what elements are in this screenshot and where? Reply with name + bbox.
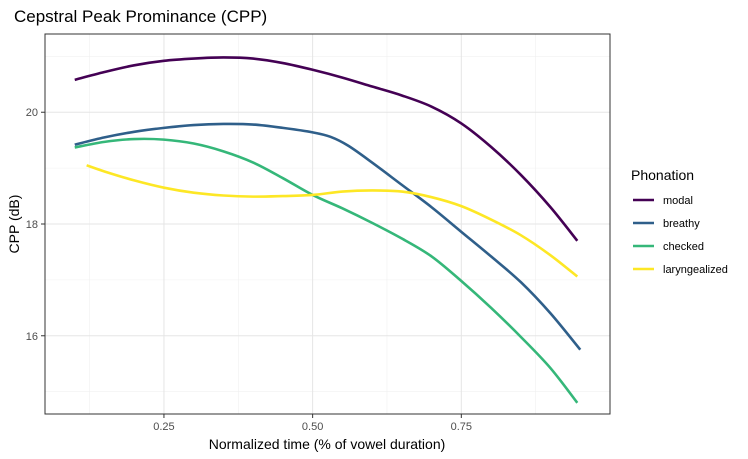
y-tick-label: 20 xyxy=(26,107,38,119)
x-tick-label: 0.50 xyxy=(302,421,323,433)
legend-label-checked: checked xyxy=(663,241,704,253)
legend-label-breathy: breathy xyxy=(663,218,700,230)
x-tick-label: 0.75 xyxy=(451,421,472,433)
series-line-breathy xyxy=(74,122,582,351)
legend-title: Phonation xyxy=(631,167,694,183)
series-line-modal xyxy=(74,56,579,242)
legend-label-modal: modal xyxy=(663,195,693,207)
y-axis-ticks: 16 18 20 xyxy=(26,107,45,343)
y-tick-label: 18 xyxy=(26,219,38,231)
chart-title: Cepstral Peak Prominance (CPP) xyxy=(14,7,267,26)
grid-layer xyxy=(45,34,610,414)
series-layer xyxy=(74,56,582,404)
x-axis-title: Normalized time (% of vowel duration) xyxy=(209,436,446,452)
series-line-checked xyxy=(74,137,579,404)
series-line-laryngealized xyxy=(86,164,579,278)
x-axis-ticks: 0.25 0.50 0.75 xyxy=(153,414,472,433)
y-tick-label: 16 xyxy=(26,331,38,343)
y-axis-title: CPP (dB) xyxy=(6,195,22,254)
legend-items: modal breathy checked laryngealized xyxy=(633,195,728,276)
legend-label-laryngealized: laryngealized xyxy=(663,264,728,276)
x-tick-label: 0.25 xyxy=(153,421,174,433)
legend: Phonation modal breathy checked laryngealiz… xyxy=(631,167,728,276)
